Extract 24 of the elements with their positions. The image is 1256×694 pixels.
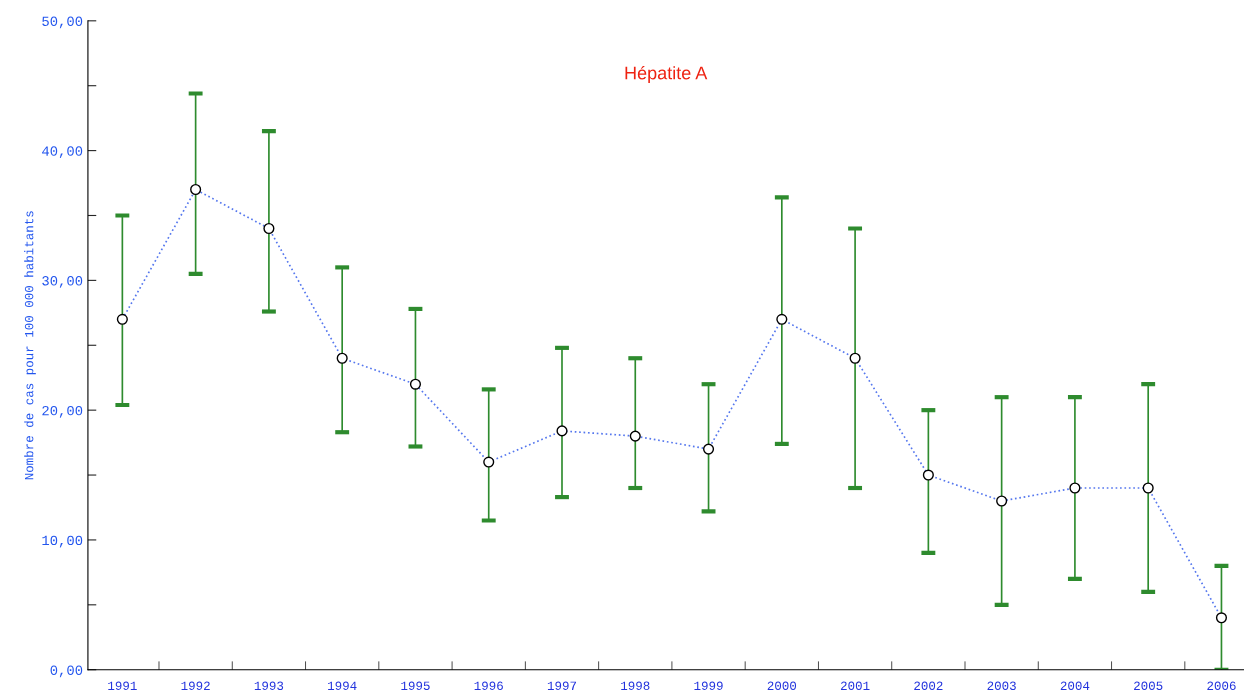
y-tick-label: 40,00 [42,146,83,159]
x-tick-label: 1996 [474,681,503,690]
y-tick-label: 30,00 [42,276,83,288]
x-tick-label: 1993 [254,681,284,690]
x-tick-label: 1995 [401,681,430,690]
text: Hépatite A [625,65,708,83]
x-tick-label: 1992 [181,681,210,690]
x-tick-label: 1999 [694,681,723,690]
x-tick-label: 2006 [1207,681,1236,690]
x-tick-label: 1991 [108,681,137,690]
x-tick-label: 1998 [621,681,650,690]
x-tick-label: 2002 [914,681,943,690]
x-tick-label: 2001 [840,681,870,690]
y-tick-label: 50,00 [42,16,83,29]
y-tick-label: 10,00 [42,535,83,548]
x-tick-label: 2005 [1134,681,1163,690]
x-tick-label: 2003 [987,681,1016,690]
y-axis-title: Nombre de cas pour 100 000 habitants [24,211,36,480]
x-tick-label: 1997 [547,681,577,690]
y-tick-label: 20,00 [42,405,83,418]
x-tick-label: 1994 [328,681,357,690]
x-tick-label: 2004 [1060,681,1090,690]
x-tick-label: 2000 [767,681,797,690]
y-tick-label: 0,00 [50,665,83,678]
